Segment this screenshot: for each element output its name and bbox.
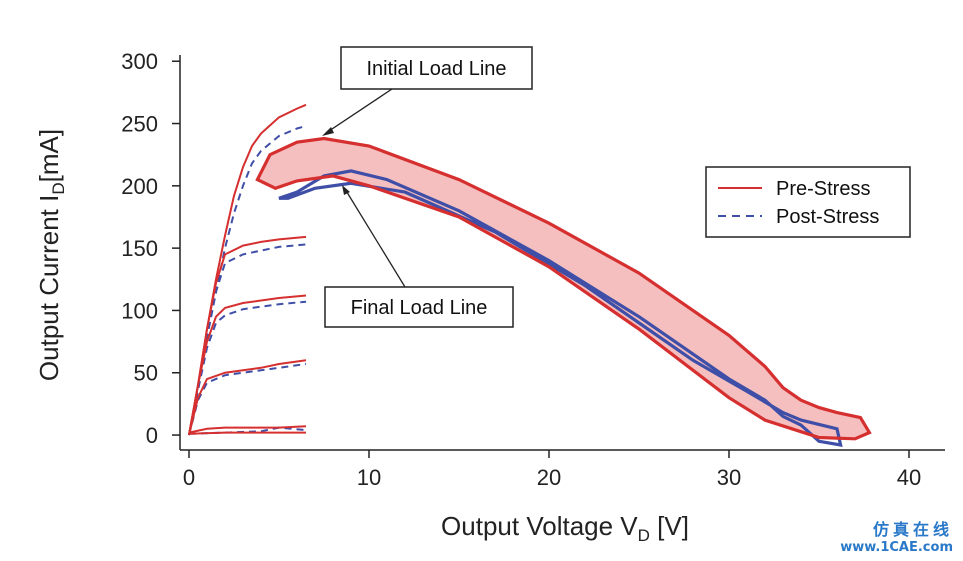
- legend-label-post-stress: Post-Stress: [776, 206, 879, 228]
- pre-stress-iv-curve: [188, 294, 307, 436]
- x-tick-label: 0: [183, 465, 195, 490]
- x-tick-label: 10: [357, 465, 381, 490]
- x-axis-title-unit: [V]: [650, 511, 689, 541]
- y-tick-label: 100: [121, 298, 158, 323]
- watermark-line1: 仿真在线: [872, 520, 953, 539]
- x-axis-title-sub: D: [638, 526, 650, 545]
- pre-stress-iv-curve: [188, 235, 307, 436]
- annotation-final-text: Final Load Line: [351, 297, 488, 319]
- x-tick-label: 30: [717, 465, 741, 490]
- pre-stress-iv-curve: [188, 431, 306, 435]
- post-stress-iv-curve: [188, 300, 307, 436]
- y-tick-label: 200: [121, 174, 158, 199]
- annotation-final-arrow: [344, 188, 406, 288]
- y-tick-label: 50: [134, 361, 158, 386]
- post-stress-load-line: [278, 169, 843, 447]
- annotation-initial-box: [340, 46, 533, 90]
- x-axis-title: Output Voltage VD [V]: [441, 511, 689, 545]
- y-axis-title-unit: [mA]: [34, 129, 64, 182]
- watermark-line2: www.1CAE.com: [840, 540, 953, 555]
- axes: [179, 55, 945, 451]
- pre-stress-iv-curve: [188, 425, 307, 434]
- pre-stress-load-line: [255, 136, 872, 441]
- y-tick-label: 300: [121, 49, 158, 74]
- pre-stress-iv-curve: [188, 359, 307, 436]
- annotation-initial-arrowhead: [322, 127, 334, 136]
- y-tick-label: 150: [121, 236, 158, 261]
- annotation-final-load-line: Final Load Line: [324, 185, 514, 328]
- y-axis-title-main: Output Current I: [34, 195, 64, 381]
- annotation-initial-text: Initial Load Line: [366, 58, 506, 80]
- tick-layer: 0 10 20 30 40 0 50 100 150 200 250 300: [121, 49, 921, 490]
- load-line-band: [257, 138, 870, 439]
- y-axis-title: Output Current ID[mA]: [34, 129, 68, 381]
- x-tick-label: 40: [897, 465, 921, 490]
- y-axis-title-sub: D: [49, 182, 68, 194]
- annotation-initial-load-line: Initial Load Line: [322, 46, 533, 136]
- curve-layer: [188, 103, 872, 447]
- post-stress-iv-curve: [188, 243, 307, 436]
- legend-box: [705, 166, 911, 238]
- legend-label-pre-stress: Pre-Stress: [776, 178, 870, 200]
- y-tick-label: 250: [121, 112, 158, 137]
- y-tick-label: 0: [146, 423, 158, 448]
- annotation-initial-arrow: [325, 88, 393, 134]
- post-stress-iv-curve: [188, 363, 307, 436]
- x-tick-label: 20: [537, 465, 561, 490]
- annotation-final-arrowhead: [342, 185, 350, 195]
- x-axis-title-main: Output Voltage V: [441, 511, 638, 541]
- legend: Pre-Stress Post-Stress: [705, 166, 911, 238]
- annotation-final-box: [324, 286, 514, 328]
- watermark: 仿真在线 www.1CAE.com: [840, 516, 953, 555]
- load-line-band-fill: [257, 138, 870, 439]
